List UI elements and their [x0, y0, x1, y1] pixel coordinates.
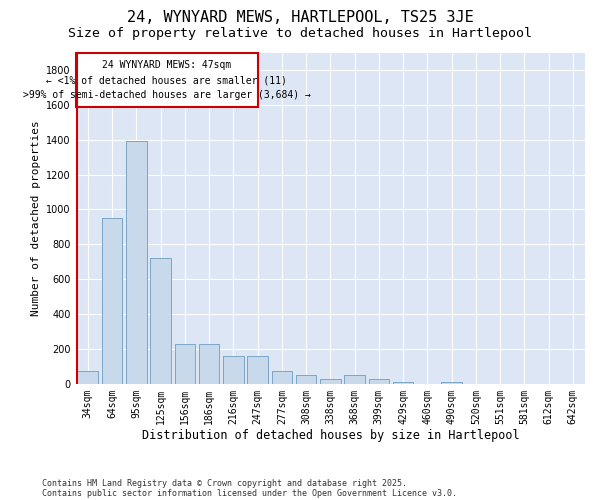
- Bar: [150, 258, 171, 384]
- Bar: [272, 371, 292, 384]
- X-axis label: Distribution of detached houses by size in Hartlepool: Distribution of detached houses by size …: [142, 430, 519, 442]
- Text: 24 WYNYARD MEWS: 47sqm: 24 WYNYARD MEWS: 47sqm: [102, 60, 232, 70]
- Bar: [199, 344, 220, 384]
- Bar: [344, 375, 365, 384]
- Bar: [393, 382, 413, 384]
- FancyBboxPatch shape: [76, 54, 257, 107]
- Bar: [368, 380, 389, 384]
- Bar: [247, 356, 268, 384]
- Text: 24, WYNYARD MEWS, HARTLEPOOL, TS25 3JE: 24, WYNYARD MEWS, HARTLEPOOL, TS25 3JE: [127, 10, 473, 25]
- Bar: [296, 375, 316, 384]
- Text: Contains public sector information licensed under the Open Government Licence v3: Contains public sector information licen…: [42, 488, 457, 498]
- Bar: [320, 378, 341, 384]
- Text: >99% of semi-detached houses are larger (3,684) →: >99% of semi-detached houses are larger …: [23, 90, 311, 100]
- Text: Contains HM Land Registry data © Crown copyright and database right 2025.: Contains HM Land Registry data © Crown c…: [42, 478, 407, 488]
- Bar: [175, 344, 195, 384]
- Bar: [102, 218, 122, 384]
- Text: ← <1% of detached houses are smaller (11): ← <1% of detached houses are smaller (11…: [46, 75, 287, 85]
- Bar: [223, 356, 244, 384]
- Bar: [441, 382, 462, 384]
- Bar: [126, 142, 146, 384]
- Text: Size of property relative to detached houses in Hartlepool: Size of property relative to detached ho…: [68, 28, 532, 40]
- Y-axis label: Number of detached properties: Number of detached properties: [31, 120, 41, 316]
- Bar: [77, 371, 98, 384]
